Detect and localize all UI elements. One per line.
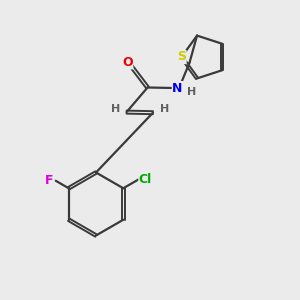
Text: Cl: Cl (139, 173, 152, 186)
Text: H: H (111, 103, 121, 113)
Text: N: N (172, 82, 183, 94)
Text: H: H (187, 87, 196, 97)
Text: O: O (122, 56, 133, 69)
Text: H: H (160, 104, 169, 114)
Text: S: S (177, 50, 186, 64)
Text: F: F (45, 174, 53, 187)
